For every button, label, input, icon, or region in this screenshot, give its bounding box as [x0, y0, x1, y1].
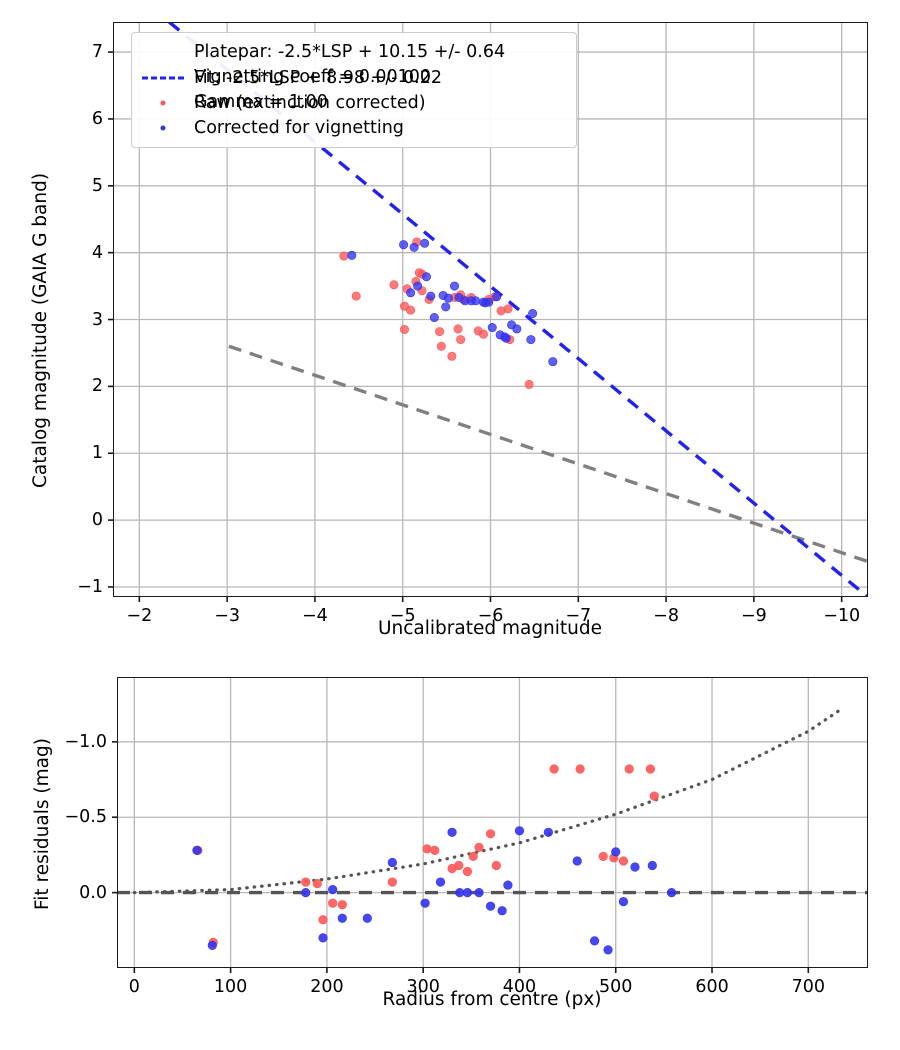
- main-xtick: −4: [302, 606, 328, 626]
- main-yaxis-title: Catalog magnitude (GAIA G band): [30, 172, 51, 488]
- main-ytick: −1: [77, 576, 103, 597]
- residuals-ytick: −0.5: [64, 807, 108, 828]
- residuals-xtick: 300: [406, 977, 440, 997]
- main-xtick: −7: [565, 606, 592, 626]
- legend-key-red-dot-icon: [140, 93, 186, 113]
- main-xtick: −2: [126, 606, 153, 626]
- legend-label-corrected: Corrected for vignetting: [194, 117, 404, 138]
- main-xtick: −6: [477, 606, 504, 626]
- main-ytick: 4: [91, 242, 103, 263]
- legend-entry-raw: Raw (extinction corrected): [140, 90, 566, 115]
- main-ytick: 3: [91, 309, 103, 330]
- main-legend: Platepar: -2.5*LSP + 10.15 +/- 0.64 Vign…: [131, 32, 577, 148]
- residuals-xtick: 100: [213, 977, 248, 997]
- main-ytick: 6: [91, 108, 103, 129]
- legend-label-raw: Raw (extinction corrected): [194, 92, 426, 113]
- legend-entry-corrected: Corrected for vignetting: [140, 115, 566, 140]
- main-xtick: −5: [389, 606, 416, 626]
- residuals-xtick: 200: [310, 977, 344, 997]
- fit-residuals-panel: 0 100 200 300 400 500 600 700 0.0 −0.5 −1.0 Radius…: [0, 660, 900, 1050]
- residuals-xtick: 500: [599, 977, 633, 997]
- legend-entry-platepar: Platepar: -2.5*LSP + 10.15 +/- 0.64 Vign…: [140, 40, 566, 112]
- main-xtick: −9: [740, 606, 767, 626]
- legend-key-dashed-blue-icon: [140, 68, 186, 88]
- photometric-calibration-panel: −2 −3 −4 −5 −6 −7 −8 −9 −10 −1 0 1 2 3 4 5 6 7 Uncalibrat…: [30, 22, 868, 639]
- main-ytick: 7: [91, 42, 103, 63]
- main-xtick: −10: [823, 606, 861, 626]
- residuals-xtick: 700: [791, 977, 825, 997]
- legend-entry-fit: Fit: -2.5*LSP + 8.98 +/- 0.22: [140, 65, 566, 90]
- residuals-xtick: 400: [502, 977, 537, 997]
- legend-label-vignetting-coeff: Vignetting coeff = 0.00100: [194, 67, 432, 87]
- residuals-xtick: 0: [128, 977, 140, 997]
- residuals-xaxis-title: Radius from centre (px): [382, 989, 602, 1010]
- legend-label-fit: Fit: -2.5*LSP + 8.98 +/- 0.22: [194, 67, 442, 88]
- main-ytick: 1: [91, 443, 103, 464]
- main-axes-frame: [113, 22, 868, 597]
- residuals-yaxis-title: Fit residuals (mag): [32, 738, 53, 910]
- main-ytick: 5: [91, 175, 103, 196]
- residuals-xtick: 600: [695, 977, 729, 997]
- residuals-axes-frame: [117, 677, 868, 968]
- main-xtick: −3: [214, 606, 241, 626]
- residuals-ytick: −1.0: [64, 731, 108, 752]
- main-ytick: 2: [91, 376, 103, 397]
- main-ytick: 0: [91, 510, 103, 531]
- legend-key-blue-dot-icon: [140, 118, 186, 138]
- legend-label-platepar: Platepar: -2.5*LSP + 10.15 +/- 0.64: [194, 42, 506, 62]
- fit-residuals-plot: [112, 677, 868, 973]
- residuals-ytick: 0.0: [79, 882, 107, 903]
- legend-label-gamma: Gamma = 1.00: [194, 92, 328, 112]
- main-xaxis-title: Uncalibrated magnitude: [377, 618, 603, 639]
- main-xtick: −8: [653, 606, 679, 626]
